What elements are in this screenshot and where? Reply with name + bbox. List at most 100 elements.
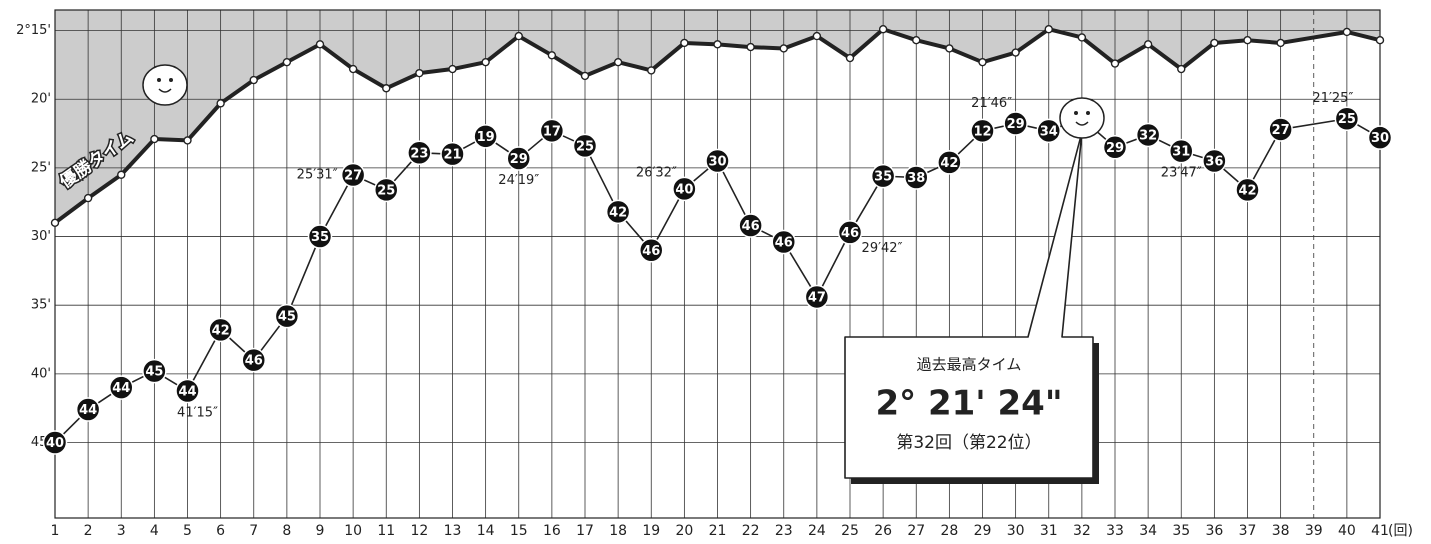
x-tick-label: 37 — [1239, 523, 1257, 539]
rank-label: 40 — [46, 436, 64, 451]
point — [1044, 25, 1053, 34]
rank-label: 38 — [907, 171, 925, 186]
rank-label: 17 — [543, 124, 561, 139]
x-tick-label: 4 — [150, 523, 159, 539]
rank-label: 27 — [344, 169, 362, 184]
point — [348, 64, 358, 74]
rank-marker — [1169, 138, 1194, 164]
rank-label: 21 — [443, 148, 461, 163]
rank-marker — [605, 199, 631, 225]
rank-marker — [142, 358, 167, 384]
x-tick-label: 16 — [543, 523, 561, 539]
point — [779, 44, 788, 53]
rank-label: 29 — [1007, 117, 1025, 132]
x-tick-label: 6 — [216, 523, 225, 539]
callout-value: 2° 21' 24" — [875, 384, 1062, 424]
rank-label: 46 — [642, 244, 660, 259]
callout-note: 第32回（第22位） — [896, 433, 1041, 453]
rank-label: 25 — [576, 139, 594, 154]
rank-marker — [672, 176, 697, 202]
point — [978, 57, 987, 67]
mascot — [1059, 97, 1105, 139]
x-tick-label: 12 — [410, 523, 428, 539]
point — [1110, 59, 1120, 68]
rank-label: 29 — [510, 152, 528, 167]
rank-label: 34 — [1040, 124, 1058, 139]
x-tick-label: 34 — [1139, 523, 1157, 539]
rank-label: 23 — [410, 146, 428, 161]
value-label: 29′42″ — [862, 241, 903, 256]
rank-marker — [539, 118, 565, 144]
point — [1375, 36, 1385, 45]
x-tick-label: 28 — [940, 523, 958, 539]
rank-label: 25 — [1338, 112, 1356, 127]
rank-label: 40 — [675, 182, 693, 197]
point — [448, 64, 457, 74]
x-tick-label: 36 — [1205, 523, 1223, 539]
rank-label: 44 — [79, 403, 97, 418]
point — [1243, 36, 1252, 45]
rank-marker — [407, 140, 432, 166]
point — [216, 99, 225, 108]
rank-marker — [937, 150, 962, 175]
rank-label: 31 — [1172, 145, 1190, 160]
rank-label: 42 — [1238, 183, 1256, 198]
rank-marker — [340, 162, 366, 188]
rank-label: 47 — [808, 290, 826, 305]
y-tick-label: 30' — [31, 229, 51, 244]
point — [1143, 40, 1153, 49]
point — [249, 75, 258, 85]
x-tick-label: 15 — [510, 523, 528, 539]
point — [945, 44, 954, 53]
point — [315, 40, 325, 49]
point — [845, 53, 855, 63]
x-tick-label: 23 — [775, 523, 793, 539]
x-tick-label: 11 — [377, 523, 395, 539]
callout-title: 過去最高タイム — [917, 356, 1022, 374]
rank-marker — [837, 220, 863, 245]
point — [912, 36, 921, 45]
rank-marker — [1235, 177, 1260, 203]
rank-marker — [42, 430, 68, 455]
rank-label: 44 — [178, 385, 196, 400]
x-tick-label: 33 — [1106, 523, 1124, 539]
plot-border — [54, 9, 1381, 519]
rank-marker — [241, 347, 266, 373]
rank-label: 45 — [145, 365, 163, 380]
x-tick-label: 29 — [974, 523, 992, 539]
rank-marker — [1135, 122, 1161, 148]
y-tick-label: 2°15' — [16, 23, 51, 38]
x-tick-label: 22 — [742, 523, 760, 539]
rank-marker — [374, 177, 399, 203]
rank-label: 12 — [973, 124, 991, 139]
point — [382, 84, 391, 93]
x-tick-label: 19 — [642, 523, 660, 539]
rank-marker — [1036, 118, 1061, 144]
x-tick-label: 2 — [84, 523, 93, 539]
point — [878, 25, 888, 34]
point — [613, 57, 623, 67]
x-tick-label: 30 — [1007, 523, 1025, 539]
rank-label: 42 — [212, 323, 230, 338]
value-label: 25′31″ — [297, 168, 338, 183]
value-label: 21′25″ — [1312, 91, 1353, 106]
x-tick-label: 17 — [576, 523, 594, 539]
line — [53, 27, 1381, 225]
mascot — [142, 64, 188, 106]
point — [1276, 38, 1285, 48]
point — [1077, 33, 1087, 42]
x-tick-label: 21 — [709, 523, 727, 539]
point — [1177, 64, 1186, 74]
x-tick-label: 24 — [808, 523, 826, 539]
mascot-mouth — [158, 88, 172, 93]
point — [150, 134, 159, 144]
mascot-eye — [157, 78, 161, 82]
x-tick-label: 26 — [874, 523, 892, 539]
point — [1210, 38, 1219, 48]
rank-marker — [804, 284, 830, 310]
mascot-eye — [169, 78, 173, 82]
rank-label: 30 — [708, 155, 726, 170]
x-tick-label: 25 — [841, 523, 859, 539]
point — [580, 71, 590, 81]
